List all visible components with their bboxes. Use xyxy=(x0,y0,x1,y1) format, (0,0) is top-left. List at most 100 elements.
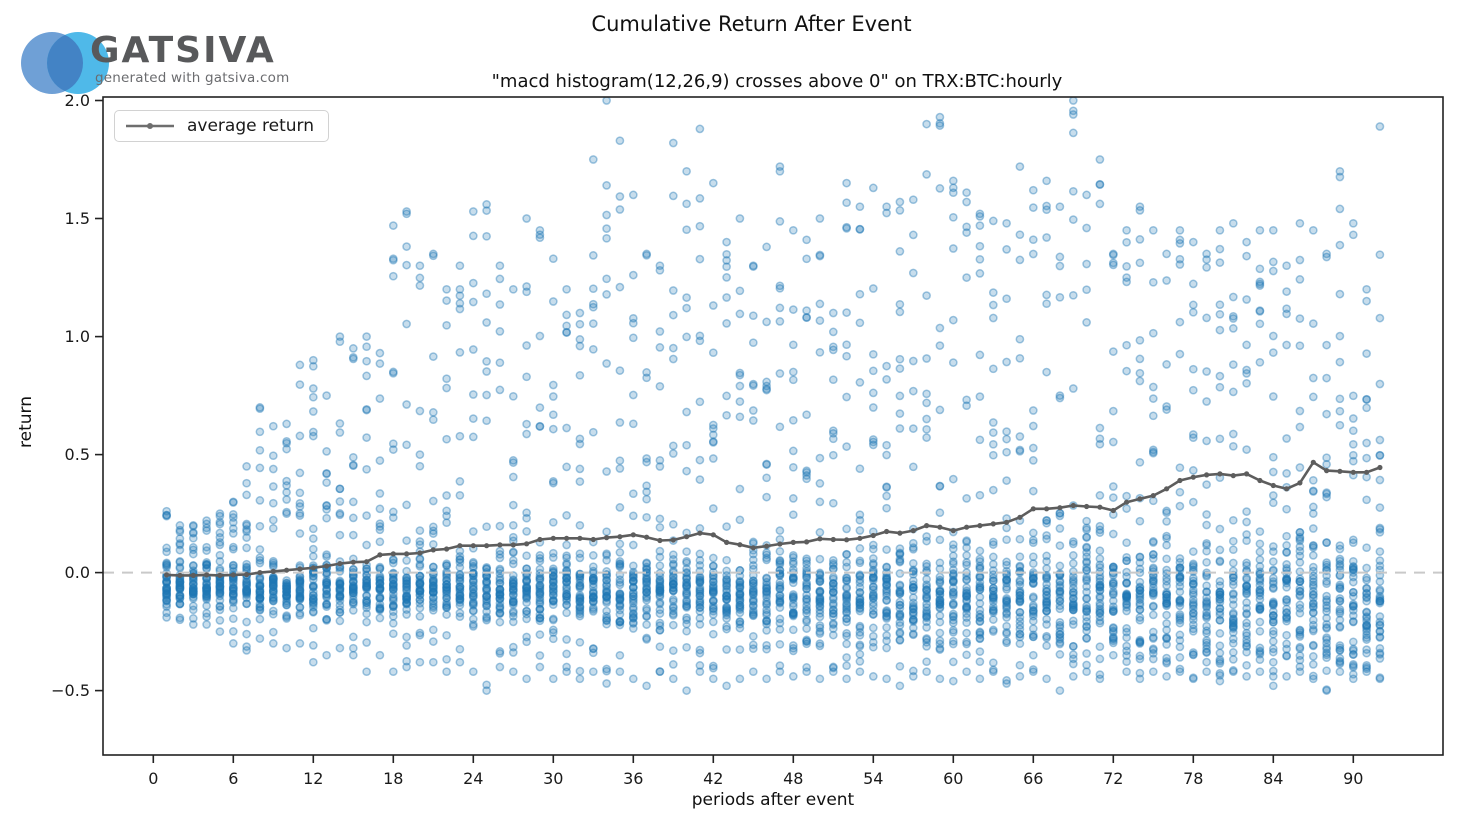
scatter-point xyxy=(1242,672,1251,681)
scatter-point xyxy=(1375,650,1385,659)
scatter-point xyxy=(455,587,465,596)
scatter-point xyxy=(348,597,358,607)
scatter-point xyxy=(775,582,785,592)
scatter-point xyxy=(482,416,491,426)
scatter-point xyxy=(748,379,758,389)
scatter-point xyxy=(748,579,758,588)
scatter-point xyxy=(348,584,358,593)
scatter-point xyxy=(962,401,971,411)
scatter-point xyxy=(388,667,398,677)
average-return-marker xyxy=(990,521,996,527)
scatter-point xyxy=(1108,482,1118,491)
scatter-point xyxy=(1268,225,1278,235)
scatter-point xyxy=(1228,311,1238,321)
scatter-point xyxy=(882,591,891,601)
scatter-point xyxy=(308,607,318,617)
scatter-point xyxy=(1002,604,1011,614)
scatter-point xyxy=(1362,284,1371,294)
scatter-point xyxy=(735,368,745,378)
scatter-point xyxy=(895,197,905,207)
scatter-point xyxy=(375,562,385,572)
scatter-point xyxy=(268,451,278,461)
scatter-point xyxy=(895,424,905,433)
scatter-point xyxy=(1188,307,1198,317)
average-return-marker xyxy=(1044,506,1050,512)
scatter-point xyxy=(362,576,371,586)
scatter-point xyxy=(508,458,518,467)
scatter-point xyxy=(1215,603,1225,613)
scatter-point xyxy=(202,559,211,569)
scatter-point xyxy=(308,431,318,441)
scatter-point xyxy=(868,637,878,647)
scatter-point xyxy=(1042,674,1051,684)
scatter-point xyxy=(1348,587,1358,597)
scatter-point xyxy=(468,231,478,241)
scatter-point xyxy=(282,587,291,596)
scatter-point xyxy=(1255,602,1265,612)
scatter-point xyxy=(255,580,265,590)
scatter-point xyxy=(428,625,438,635)
scatter-point xyxy=(468,606,478,615)
scatter-point xyxy=(428,593,438,602)
scatter-point xyxy=(1362,403,1371,413)
scatter-point xyxy=(402,242,411,251)
scatter-point xyxy=(268,515,278,525)
scatter-point xyxy=(1122,572,1131,581)
scatter-point xyxy=(1068,290,1078,300)
scatter-point xyxy=(828,593,838,602)
scatter-point xyxy=(1308,580,1318,590)
scatter-point xyxy=(1015,334,1025,344)
scatter-point xyxy=(1122,225,1131,235)
scatter-point xyxy=(415,577,425,587)
scatter-point xyxy=(482,601,491,610)
scatter-point xyxy=(375,576,385,585)
scatter-point xyxy=(1255,569,1265,579)
average-return-marker xyxy=(1350,469,1356,475)
scatter-point xyxy=(482,577,491,586)
scatter-point xyxy=(1268,681,1278,691)
scatter-point xyxy=(162,588,171,598)
scatter-point xyxy=(268,574,278,584)
scatter-point xyxy=(215,540,225,550)
scatter-point xyxy=(1348,450,1358,460)
scatter-point xyxy=(388,602,398,612)
scatter-point xyxy=(548,254,558,264)
scatter-point xyxy=(975,605,985,615)
scatter-point xyxy=(402,656,411,666)
scatter-point xyxy=(762,385,771,395)
scatter-point xyxy=(1162,540,1171,550)
scatter-point xyxy=(535,587,545,597)
scatter-point xyxy=(295,511,305,520)
scatter-point xyxy=(415,560,425,569)
scatter-point xyxy=(762,317,771,327)
scatter-point xyxy=(202,584,211,593)
scatter-point xyxy=(162,543,171,553)
scatter-point xyxy=(282,600,291,610)
scatter-point xyxy=(442,374,451,384)
average-return-marker xyxy=(177,572,183,579)
scatter-point xyxy=(1242,642,1251,652)
scatter-point xyxy=(268,595,278,604)
average-return-marker xyxy=(537,536,543,543)
scatter-point xyxy=(988,313,998,323)
scatter-point xyxy=(868,590,878,600)
scatter-point xyxy=(1242,609,1251,619)
scatter-point xyxy=(215,616,225,625)
scatter-point xyxy=(348,577,358,586)
scatter-point xyxy=(362,582,371,592)
scatter-point xyxy=(308,582,318,592)
average-return-marker xyxy=(617,534,623,540)
scatter-point xyxy=(975,490,985,500)
scatter-point xyxy=(1215,258,1225,267)
scatter-point xyxy=(1162,360,1171,369)
scatter-point xyxy=(228,614,238,624)
scatter-point xyxy=(242,562,251,572)
scatter-point xyxy=(188,521,198,531)
scatter-point xyxy=(695,455,705,465)
scatter-point xyxy=(828,308,838,318)
scatter-point xyxy=(282,582,291,591)
scatter-point xyxy=(1322,619,1331,629)
average-return-marker xyxy=(1110,507,1116,514)
scatter-point xyxy=(228,639,238,648)
scatter-point xyxy=(1362,662,1371,672)
